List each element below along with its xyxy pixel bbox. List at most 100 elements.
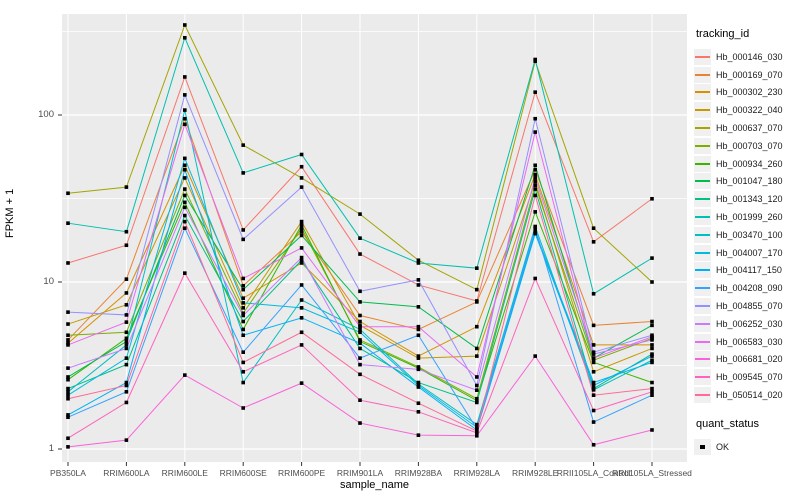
legend-item: Hb_001047_180 [694, 173, 800, 191]
x-tick-label: RRII105LA_Control [556, 468, 631, 478]
legend-item: Hb_004117_150 [694, 262, 800, 280]
data-point [416, 410, 421, 414]
data-point [650, 360, 654, 365]
data-point [299, 258, 304, 263]
data-point [241, 380, 245, 385]
data-point [591, 442, 596, 447]
data-point [299, 261, 304, 265]
legend-title-quant-status: quant_status [696, 417, 759, 430]
legend-item-label: Hb_004855_070 [716, 301, 783, 312]
legend-item-label: Hb_006583_030 [716, 336, 783, 347]
data-point [183, 116, 187, 121]
data-point [591, 323, 596, 328]
data-point [124, 346, 129, 351]
legend-key-line-icon [694, 369, 711, 386]
data-point [358, 421, 362, 425]
data-point [66, 415, 70, 420]
data-point [533, 130, 537, 134]
data-point [416, 305, 421, 309]
legend-item-label: Hb_004208_090 [716, 283, 783, 294]
legend-item-label: Hb_000169_070 [716, 69, 783, 80]
data-point [183, 193, 187, 198]
data-point [358, 362, 362, 367]
data-point [124, 185, 129, 189]
data-point [66, 333, 70, 338]
data-point [533, 57, 537, 62]
x-tick-label: RRII105LA_Stressed [612, 468, 692, 478]
data-point [591, 226, 596, 230]
data-point [650, 354, 654, 358]
data-point [183, 35, 187, 40]
data-point [358, 289, 362, 294]
black-square-point-icon [694, 438, 711, 455]
data-point [650, 256, 654, 260]
data-point [241, 306, 245, 310]
data-point [591, 343, 596, 347]
data-point [299, 316, 304, 320]
data-point [650, 319, 654, 324]
data-point [124, 320, 129, 324]
data-point [416, 354, 421, 358]
data-point [591, 356, 596, 360]
data-point [183, 108, 187, 112]
data-point [533, 226, 537, 230]
data-point [66, 386, 70, 391]
data-point [650, 352, 654, 356]
data-point [241, 276, 245, 281]
data-point [358, 330, 362, 335]
data-point [241, 327, 245, 332]
data-point [183, 75, 187, 79]
data-point [416, 356, 421, 360]
data-point [650, 334, 654, 339]
data-point [124, 400, 129, 405]
data-point [183, 219, 187, 224]
data-point [358, 398, 362, 402]
data-point [533, 179, 537, 184]
data-point [66, 338, 70, 342]
data-point [358, 212, 362, 216]
data-point [241, 283, 245, 288]
data-point [241, 237, 245, 242]
legend-item: Hb_006681_020 [694, 351, 800, 369]
data-point [591, 352, 596, 356]
data-point [533, 276, 537, 281]
data-point [66, 261, 70, 265]
legend-key-line-icon [694, 315, 711, 332]
x-tick-label: RRIM600LE [161, 468, 208, 478]
data-point [183, 271, 187, 275]
data-point [183, 373, 187, 377]
data-point [183, 213, 187, 218]
legend-item-label: OK [716, 441, 730, 452]
legend-key-line-icon [694, 209, 711, 226]
legend-title-tracking-id: tracking_id [696, 28, 750, 40]
y-axis-title: FPKM + 1 [4, 188, 16, 238]
data-point [475, 400, 479, 405]
data-point [533, 172, 537, 177]
data-point [124, 229, 129, 234]
legend-item-label: Hb_000637_070 [716, 123, 783, 134]
data-point [124, 339, 129, 344]
data-point [241, 311, 245, 316]
legend-key-line-icon [694, 262, 711, 279]
data-point [416, 401, 421, 406]
data-point [475, 427, 479, 431]
data-point [475, 354, 479, 358]
y-tick-label: 1 [48, 443, 54, 454]
data-point [591, 388, 596, 392]
x-tick-label: RRIM600PE [277, 468, 326, 478]
data-point [416, 327, 421, 332]
data-point [66, 191, 70, 196]
data-point [416, 261, 421, 265]
legend-item: Hb_004208_090 [694, 279, 800, 297]
data-point [66, 343, 70, 347]
data-point [533, 167, 537, 172]
data-point [533, 90, 537, 94]
data-point [358, 346, 362, 351]
data-point [66, 322, 70, 326]
legend-key-line-icon [694, 191, 711, 208]
data-point [650, 428, 654, 432]
data-point [475, 398, 479, 403]
y-tick-label: 10 [43, 276, 54, 287]
